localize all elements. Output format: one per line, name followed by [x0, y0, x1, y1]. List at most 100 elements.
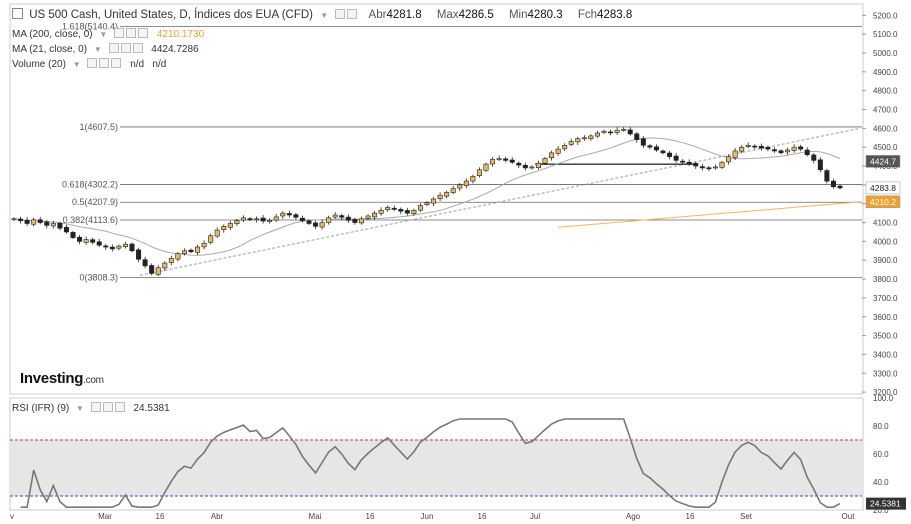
- candle-bull: [208, 235, 214, 243]
- candle-bull: [378, 210, 384, 214]
- candle-bear: [699, 166, 705, 169]
- fib-level-label: 0.382(4113.6): [63, 215, 118, 225]
- candle-bear: [260, 217, 266, 222]
- candle-bear: [771, 149, 777, 152]
- symbol-header[interactable]: US 500 Cash, United States, D, Índices d…: [12, 8, 638, 21]
- candle-bull: [555, 148, 561, 154]
- ma21-label: MA (21, close, 0): [12, 44, 88, 55]
- fib-level-label: 1(4607.5): [79, 122, 118, 132]
- price-tag-box: [865, 155, 901, 168]
- candle-bear: [758, 145, 764, 149]
- close-label: Fch: [577, 9, 598, 21]
- close-icon[interactable]: [132, 43, 143, 53]
- candle-bull: [240, 217, 246, 221]
- candle-bull: [457, 184, 463, 189]
- eye-icon[interactable]: [114, 28, 125, 38]
- settings-icon[interactable]: [126, 28, 137, 38]
- candle-bull: [227, 223, 233, 228]
- candle-bull: [31, 219, 37, 225]
- candle-bear: [339, 215, 345, 218]
- candle-bull: [332, 214, 338, 218]
- candle-bull: [175, 253, 181, 260]
- candle-bull: [437, 194, 443, 199]
- close-icon[interactable]: [114, 402, 125, 412]
- candle-bull: [594, 132, 600, 137]
- price-tick-label: 3500.0: [873, 332, 898, 341]
- settings-icon[interactable]: [99, 58, 110, 68]
- ma21-legend[interactable]: MA (21, close, 0) ▼ 4424.7286: [12, 43, 199, 55]
- price-tick-label: 4900.0: [873, 68, 898, 77]
- open-value: 4281.8: [386, 9, 422, 21]
- candle-bull: [568, 141, 574, 145]
- ma200-label: MA (200, close, 0): [12, 29, 93, 40]
- price-tick-label: 4100.0: [873, 219, 898, 228]
- price-tick-label: 3900.0: [873, 256, 898, 265]
- eye-icon[interactable]: [90, 402, 101, 412]
- time-tick-label: 16: [366, 512, 375, 521]
- chevron-down-icon[interactable]: ▼: [72, 60, 81, 69]
- candle-bull: [712, 166, 718, 169]
- candle-bear: [686, 161, 692, 165]
- close-icon[interactable]: [111, 58, 122, 68]
- candle-bear: [313, 222, 319, 227]
- price-tags: 4424.7 4283.8 4210.2: [865, 155, 901, 209]
- candle-bear: [188, 249, 194, 253]
- candle-bull: [581, 137, 587, 140]
- collapse-icon[interactable]: [12, 8, 23, 19]
- close-icon[interactable]: [138, 28, 149, 38]
- candle-bull: [529, 166, 535, 169]
- price-tag-box: [865, 181, 901, 195]
- settings-icon[interactable]: [335, 9, 346, 19]
- rsi-legend[interactable]: RSI (IFR) (9) ▼ 24.5381: [12, 402, 170, 414]
- candle-bull: [221, 226, 227, 231]
- ma200-legend[interactable]: MA (200, close, 0) ▼ 4210.1730: [12, 28, 204, 40]
- price-tag-label: 4210.2: [870, 197, 896, 207]
- candle-bear: [299, 217, 305, 221]
- rsi-line: [20, 418, 841, 508]
- candle-bear: [804, 149, 810, 156]
- rsi-value-tag-label: 24.5381: [870, 499, 901, 509]
- candle-bear: [627, 129, 633, 135]
- price-tick-label: 4700.0: [873, 106, 898, 115]
- fib-level-label: 0.5(4207.9): [72, 197, 118, 207]
- fib-level-label: 1.618(5140.4): [62, 22, 118, 32]
- settings-icon[interactable]: [120, 43, 131, 53]
- candle-bull: [254, 218, 260, 221]
- close-icon[interactable]: [347, 9, 358, 19]
- candle-bear: [752, 145, 758, 148]
- settings-icon[interactable]: [102, 402, 113, 412]
- chevron-down-icon[interactable]: ▼: [76, 404, 84, 413]
- eye-icon[interactable]: [87, 58, 98, 68]
- candle-bull: [326, 217, 332, 223]
- candle-bull: [83, 239, 89, 243]
- high-value: 4286.5: [458, 9, 494, 21]
- candle-bear: [77, 236, 83, 242]
- candle-bear: [765, 147, 771, 150]
- rsi-panel: 20.0 40.0 60.0 80.0 100.0 24.5381: [10, 394, 906, 515]
- candle-bear: [90, 239, 96, 243]
- eye-icon[interactable]: [108, 43, 119, 53]
- time-tick-label: Abr: [211, 512, 224, 521]
- candle-bull: [745, 145, 751, 147]
- volume-legend[interactable]: Volume (20) ▼ n/d n/d: [12, 58, 166, 70]
- candle-bull: [535, 162, 541, 169]
- candle-bear: [286, 213, 292, 216]
- time-tick-label: 16: [478, 512, 487, 521]
- candle-bull: [319, 222, 325, 228]
- candle-bear: [837, 185, 843, 189]
- time-tick-label: Mai: [309, 512, 322, 521]
- chevron-down-icon[interactable]: ▼: [99, 30, 108, 39]
- main-plot-area[interactable]: [9, 3, 864, 395]
- candle-bull: [450, 188, 456, 193]
- time-tick-label: Jul: [530, 512, 540, 521]
- fib-level-label: 0.618(4302.2): [62, 179, 118, 189]
- symbol-title: US 500 Cash, United States, D, Índices d…: [29, 9, 313, 21]
- close-value: 4283.8: [597, 9, 633, 21]
- time-tick-label: 16: [156, 512, 165, 521]
- chevron-down-icon[interactable]: ▼: [320, 11, 329, 20]
- candle-bull: [739, 146, 745, 152]
- chevron-down-icon[interactable]: ▼: [93, 45, 102, 54]
- candle-bull: [155, 267, 161, 275]
- candle-bull: [385, 207, 391, 211]
- candle-bull: [542, 158, 548, 164]
